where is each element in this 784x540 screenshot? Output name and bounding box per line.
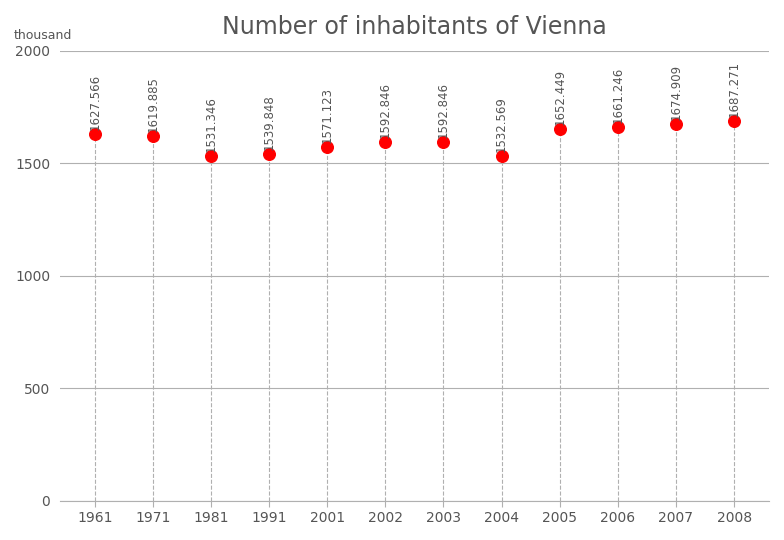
Point (670, 119, 682, 128)
Text: 1532.569: 1532.569 (495, 96, 508, 152)
Text: 1571.123: 1571.123 (321, 87, 334, 143)
Point (205, 152, 217, 160)
Point (495, 152, 508, 160)
Point (89, 130, 101, 139)
Text: 1531.346: 1531.346 (205, 96, 217, 152)
Text: 1652.449: 1652.449 (554, 69, 566, 125)
Point (554, 125, 566, 133)
Point (379, 138, 392, 146)
Point (437, 138, 450, 146)
Text: 1619.885: 1619.885 (147, 76, 159, 132)
Point (321, 143, 333, 151)
Text: 1592.846: 1592.846 (379, 82, 392, 138)
Title: Number of inhabitants of Vienna: Number of inhabitants of Vienna (222, 15, 607, 39)
Text: 1539.848: 1539.848 (263, 94, 276, 150)
Text: 1674.909: 1674.909 (670, 64, 683, 120)
Text: 1661.246: 1661.246 (612, 66, 624, 123)
Text: 1627.566: 1627.566 (89, 75, 101, 130)
Point (147, 132, 159, 140)
Text: 1592.846: 1592.846 (437, 82, 450, 138)
Point (612, 123, 624, 131)
Point (263, 150, 275, 159)
Text: thousand: thousand (14, 29, 72, 42)
Text: 1687.271: 1687.271 (728, 61, 741, 117)
Point (728, 117, 740, 125)
